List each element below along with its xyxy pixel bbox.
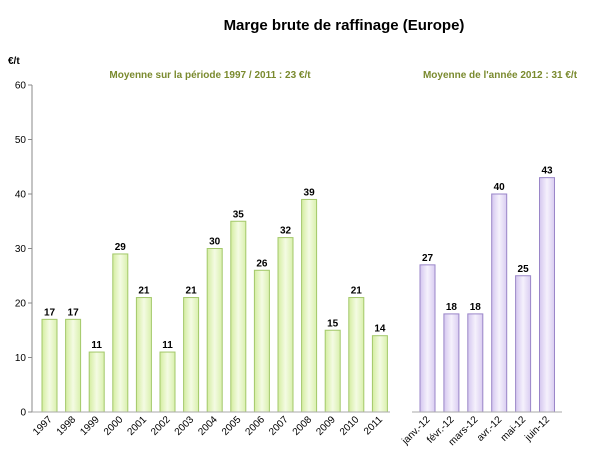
data-label: 35 xyxy=(233,209,245,220)
annotation-period-average: Moyenne sur la période 1997 / 2011 : 23 … xyxy=(109,70,311,81)
category-label: 2011 xyxy=(362,414,385,437)
data-label: 17 xyxy=(68,307,80,318)
category-label: avr.-12 xyxy=(475,414,505,444)
bar-2003 xyxy=(183,297,200,413)
bar-2008 xyxy=(301,198,318,413)
bar-1999 xyxy=(88,351,105,413)
data-label: 30 xyxy=(209,237,221,248)
data-label: 14 xyxy=(374,324,386,335)
bar-1998 xyxy=(65,318,82,413)
category-label: juin-12 xyxy=(522,414,552,444)
bar-2009 xyxy=(324,329,341,413)
category-label: 2010 xyxy=(338,414,362,438)
category-label: 2003 xyxy=(173,414,197,438)
data-label: 27 xyxy=(422,253,434,264)
data-labels: 17 17 11 29 21 11 21 30 35 26 32 39 15 21 14 27 18 18 40 25… xyxy=(44,166,553,351)
bar-1997 xyxy=(41,318,58,413)
y-tick-label: 40 xyxy=(15,190,27,201)
category-label: 2004 xyxy=(196,414,220,438)
y-tick-label: 30 xyxy=(15,244,27,255)
bar-2007 xyxy=(277,237,294,413)
y-axis-ticks: 0 10 20 30 40 50 60 xyxy=(15,81,32,419)
bar-2006 xyxy=(253,269,270,413)
category-label: 2000 xyxy=(102,414,126,438)
category-labels: 1997 1998 1999 2000 2001 2002 2003 2004 2005 2006… xyxy=(31,414,552,448)
annotation-2012-average: Moyenne de l'année 2012 : 31 €/t xyxy=(423,70,578,81)
bar-janv.-12 xyxy=(419,264,436,413)
chart-title: Marge brute de raffinage (Europe) xyxy=(224,17,465,34)
bar-mai-12 xyxy=(515,275,532,413)
bar-2001 xyxy=(135,297,152,413)
data-label: 11 xyxy=(91,340,102,351)
data-label: 21 xyxy=(351,286,363,297)
data-label: 18 xyxy=(470,302,482,313)
bars xyxy=(32,177,562,413)
data-label: 26 xyxy=(256,258,268,269)
data-label: 17 xyxy=(44,307,56,318)
category-label: 2006 xyxy=(244,414,268,438)
data-label: 25 xyxy=(518,264,530,275)
bar-2002 xyxy=(159,351,176,413)
y-tick-label: 60 xyxy=(15,81,27,92)
data-label: 15 xyxy=(327,318,339,329)
y-tick-label: 0 xyxy=(20,408,26,419)
data-label: 43 xyxy=(541,166,553,177)
category-label: 2009 xyxy=(314,414,338,438)
category-label: 2008 xyxy=(291,414,315,438)
category-label: 2005 xyxy=(220,414,244,438)
category-label: 1998 xyxy=(55,414,79,438)
data-label: 18 xyxy=(446,302,458,313)
bar-févr.-12 xyxy=(443,313,460,413)
bar-mars-12 xyxy=(467,313,484,413)
bar-2004 xyxy=(206,248,223,413)
y-tick-label: 50 xyxy=(15,135,27,146)
bar-avr.-12 xyxy=(491,193,508,413)
category-label: 2002 xyxy=(149,414,173,438)
category-label: 2001 xyxy=(126,414,150,438)
bar-2005 xyxy=(230,220,247,413)
category-label: 2007 xyxy=(267,414,291,438)
bar-juin-12 xyxy=(539,177,555,413)
data-label: 32 xyxy=(280,226,292,237)
category-label: 1997 xyxy=(31,414,55,438)
data-label: 29 xyxy=(115,242,127,253)
data-label: 21 xyxy=(186,286,198,297)
y-axis-label: €/t xyxy=(8,56,20,67)
bar-2011 xyxy=(371,335,388,413)
category-label: mai-12 xyxy=(499,414,529,444)
data-label: 40 xyxy=(494,182,506,193)
bar-2000 xyxy=(112,253,129,413)
category-label: janv.-12 xyxy=(399,414,432,447)
data-label: 21 xyxy=(138,286,150,297)
bar-2010 xyxy=(348,297,365,413)
data-label: 11 xyxy=(162,340,173,351)
y-tick-label: 10 xyxy=(15,353,27,364)
data-label: 39 xyxy=(304,187,316,198)
category-label: 1999 xyxy=(78,414,102,438)
y-tick-label: 20 xyxy=(15,299,27,310)
